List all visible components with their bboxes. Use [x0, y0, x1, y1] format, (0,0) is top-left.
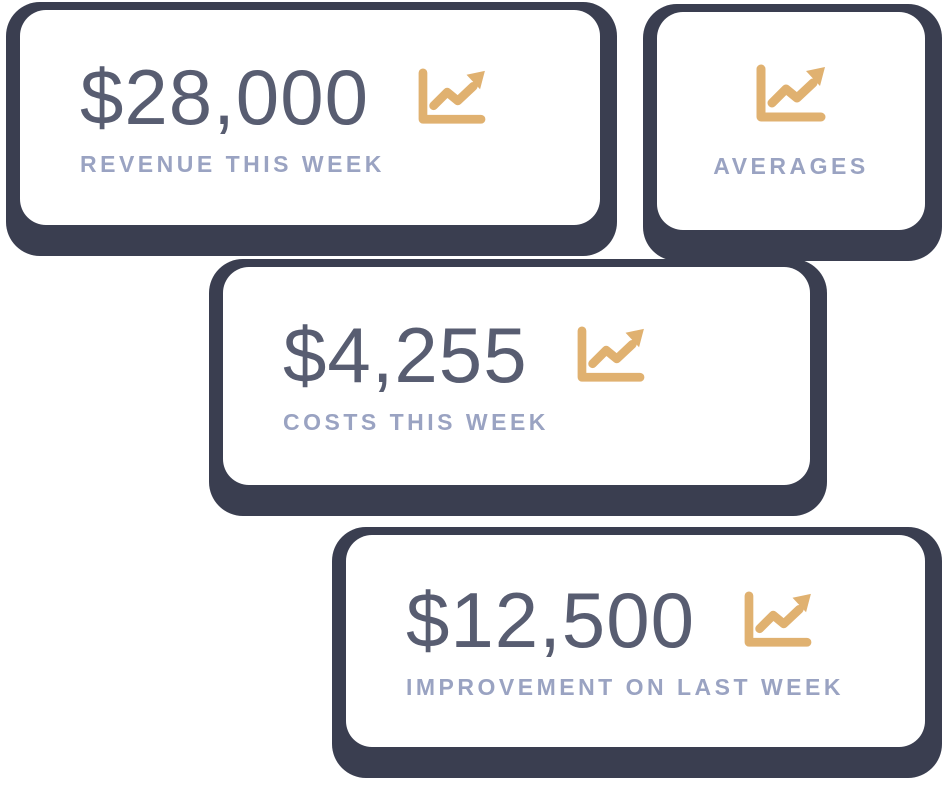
- stat-label: AVERAGES: [713, 152, 869, 179]
- stat-value: $12,500: [406, 576, 695, 664]
- stat-card-surface: $4,255 COSTS THIS WEEK: [223, 267, 810, 485]
- stat-label: REVENUE THIS WEEK: [80, 150, 385, 177]
- stat-value-row: $4,255: [283, 316, 648, 394]
- stat-label: IMPROVEMENT ON LAST WEEK: [406, 674, 844, 700]
- stat-card-surface: AVERAGES: [657, 12, 925, 230]
- trend-up-chart-icon: [418, 67, 486, 124]
- stat-value-row: $12,500: [406, 581, 815, 659]
- stat-card-surface: $12,500 IMPROVEMENT ON LAST WEEK: [346, 535, 925, 747]
- trend-up-chart-icon: [577, 326, 644, 382]
- stat-value: $4,255: [283, 311, 528, 399]
- stat-value: $28,000: [80, 52, 369, 141]
- stat-card-surface: $28,000 REVENUE THIS WEEK: [20, 10, 600, 225]
- stat-value-row: $28,000: [80, 58, 489, 136]
- stat-card-revenue: $28,000 REVENUE THIS WEEK: [6, 2, 617, 256]
- stat-card-averages: AVERAGES: [643, 4, 942, 261]
- trend-up-chart-icon: [756, 64, 826, 121]
- stat-card-improvement: $12,500 IMPROVEMENT ON LAST WEEK: [332, 527, 942, 778]
- stat-card-costs: $4,255 COSTS THIS WEEK: [209, 259, 827, 516]
- stat-label: COSTS THIS WEEK: [283, 409, 549, 435]
- trend-up-chart-icon: [744, 591, 812, 647]
